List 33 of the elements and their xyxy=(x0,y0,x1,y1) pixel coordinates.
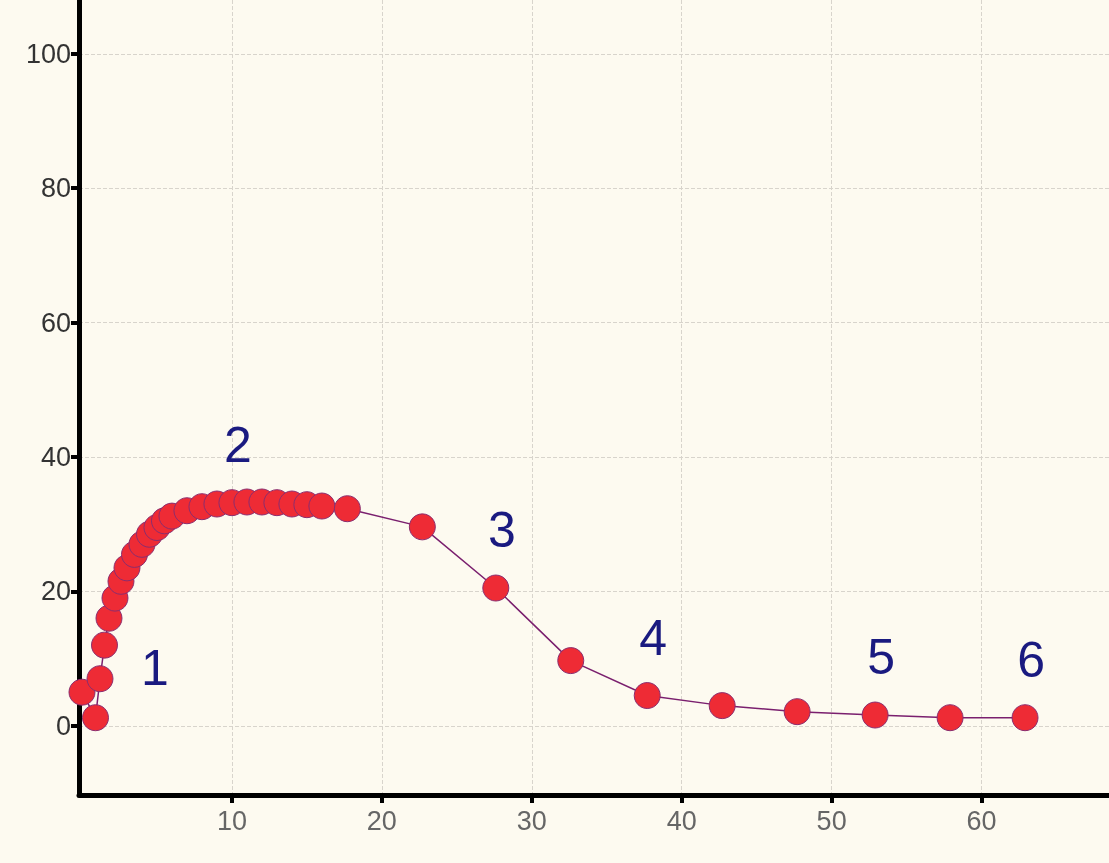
point xyxy=(308,492,336,520)
point xyxy=(91,631,118,659)
annotation: 4 xyxy=(639,609,668,666)
point xyxy=(1011,704,1039,732)
point xyxy=(557,647,585,675)
point xyxy=(68,678,96,706)
point xyxy=(482,574,510,602)
y-tick-label: 60 xyxy=(40,307,71,338)
point xyxy=(82,704,109,732)
annotation: 6 xyxy=(1017,631,1045,688)
point xyxy=(633,682,661,710)
x-tick-label: 20 xyxy=(366,805,397,836)
point xyxy=(86,665,114,693)
annotation: 5 xyxy=(867,629,896,686)
y-tick-label: 40 xyxy=(40,441,71,472)
y-tick-label: 100 xyxy=(25,38,71,69)
point xyxy=(333,495,361,523)
point xyxy=(708,692,736,720)
y-tick-label: 0 xyxy=(55,710,71,741)
y-tick-label: 20 xyxy=(40,576,71,607)
point xyxy=(861,701,889,729)
x-tick-label: 30 xyxy=(516,805,547,836)
x-tick-label: 50 xyxy=(816,805,847,836)
x-tick-label: 40 xyxy=(666,805,697,836)
x-tick-label: 60 xyxy=(966,805,997,836)
point xyxy=(783,698,811,726)
annotation: 3 xyxy=(487,502,516,559)
point xyxy=(408,513,436,541)
annotation: 1 xyxy=(141,639,169,696)
annotation: 2 xyxy=(224,416,252,473)
y-tick-label: 80 xyxy=(40,173,71,204)
point xyxy=(936,704,964,732)
x-tick-label: 10 xyxy=(216,805,247,836)
